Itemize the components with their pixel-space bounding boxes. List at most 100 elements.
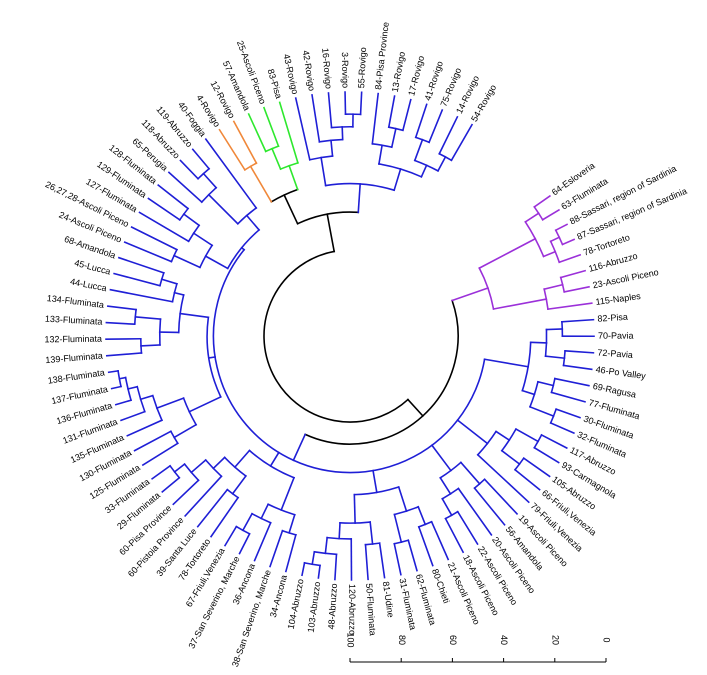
dendrogram-branch-98 bbox=[334, 553, 338, 581]
dendrogram-arc-239 bbox=[413, 159, 440, 172]
dendrogram-branch-29 bbox=[529, 341, 548, 344]
dendrogram-branch-41 bbox=[536, 380, 555, 387]
dendrogram-branch-1 bbox=[406, 398, 424, 418]
dendrogram-arc-202 bbox=[270, 188, 299, 203]
dendrogram-branch-49 bbox=[456, 419, 489, 445]
dendrogram-branch-203 bbox=[249, 165, 273, 203]
dendrogram-branch-103 bbox=[269, 451, 280, 468]
dendrogram-arc-78 bbox=[393, 505, 420, 516]
axis-tick-label-5: 0 bbox=[602, 637, 612, 642]
dendrogram-branch-163 bbox=[134, 316, 162, 320]
axis-tick-label-0: 100 bbox=[346, 632, 356, 647]
dendrogram-arc-158 bbox=[158, 318, 162, 346]
dendrogram-branch-212 bbox=[262, 106, 280, 148]
dendrogram-branch-13 bbox=[549, 236, 561, 243]
dendrogram-branch-70 bbox=[457, 487, 493, 536]
dendrogram-arc-204 bbox=[243, 162, 258, 171]
dendrogram-branch-244 bbox=[436, 155, 447, 172]
dendrogram-branch-96 bbox=[324, 536, 329, 555]
dendrogram-branch-118 bbox=[233, 449, 251, 469]
leaf-label-8: 82-Pisa bbox=[597, 312, 628, 324]
dendrogram-branch-229 bbox=[393, 168, 402, 192]
leaf-label-59: 45-Lucca bbox=[73, 258, 111, 277]
dendrogram-branch-134 bbox=[207, 356, 216, 359]
dendrogram-branch-247 bbox=[450, 123, 474, 162]
dendrogram-arc-190 bbox=[236, 206, 258, 225]
dendrogram-branch-154 bbox=[107, 369, 119, 374]
leaf-label-34: 103-Abruzzo bbox=[306, 581, 323, 633]
dendrogram-branch-142 bbox=[155, 397, 185, 410]
dendrogram-branch-89 bbox=[369, 521, 374, 545]
dendrogram-branch-165 bbox=[105, 321, 136, 326]
dendrogram-branch-55 bbox=[540, 433, 568, 450]
dendrogram-branch-110 bbox=[269, 529, 284, 568]
dendrogram-branch-151 bbox=[118, 376, 127, 380]
dendrogram-arc-143 bbox=[151, 394, 163, 422]
leaf-label-56: 133-Fluminata bbox=[45, 314, 103, 327]
dendrogram-branch-27 bbox=[483, 358, 530, 368]
dendrogram-branch-182 bbox=[192, 232, 214, 247]
dendrogram-branch-169 bbox=[109, 288, 174, 303]
dendrogram-branch-31 bbox=[545, 328, 564, 331]
dendrogram-branch-59 bbox=[522, 457, 551, 478]
dendrogram-branch-221 bbox=[311, 94, 321, 143]
dendrogram-branch-197 bbox=[191, 148, 211, 170]
axis-tick-label-4: 20 bbox=[550, 635, 560, 645]
leaf-label-54: 139-Fluminata bbox=[45, 351, 103, 366]
leaf-label-11: 46-Po Valley bbox=[595, 364, 647, 381]
dendrogram-arc-183 bbox=[187, 224, 201, 243]
dendrogram-branch-7 bbox=[524, 212, 540, 223]
leaf-label-57: 134-Fluminata bbox=[46, 293, 104, 310]
dendrogram-arc-215 bbox=[324, 182, 396, 192]
dendrogram-branch-113 bbox=[253, 521, 272, 562]
dendrogram-branch-224 bbox=[327, 92, 333, 129]
dendrogram-branch-214 bbox=[357, 183, 362, 214]
dendrogram-branch-86 bbox=[393, 542, 402, 576]
dendrogram-arc-8 bbox=[533, 205, 544, 221]
dendrogram-branch-57 bbox=[500, 449, 521, 466]
dendrogram-branch-16 bbox=[561, 238, 576, 246]
dendrogram-branch-81 bbox=[430, 520, 450, 561]
dendrogram-arc-223 bbox=[330, 125, 354, 129]
dendrogram-branches bbox=[105, 91, 595, 581]
dendrogram-branch-246 bbox=[438, 115, 459, 155]
dendrogram-branch-191 bbox=[207, 193, 239, 225]
dendrogram-branch-67 bbox=[473, 487, 506, 526]
dendrogram-arc-2 bbox=[304, 299, 459, 445]
dendrogram-arc-139 bbox=[169, 430, 179, 445]
dendrogram-branch-25 bbox=[292, 433, 307, 462]
dendrogram-branch-39 bbox=[521, 389, 536, 396]
dendrogram-branch-68 bbox=[439, 476, 452, 495]
dendrogram-arc-119 bbox=[223, 456, 247, 478]
dendrogram-arc-121 bbox=[226, 488, 240, 499]
dendrogram-branch-180 bbox=[123, 241, 173, 263]
dendrogram-branch-209 bbox=[271, 147, 282, 171]
dendrogram-branch-87 bbox=[353, 493, 356, 524]
dendrogram-branch-201 bbox=[283, 194, 299, 225]
dendrogram-branch-20 bbox=[543, 283, 564, 291]
dendrogram-branch-238 bbox=[420, 164, 428, 178]
dendrogram-arc-28 bbox=[521, 341, 532, 392]
leaf-label-74: 83-Pisa bbox=[266, 68, 284, 100]
dendrogram-branch-124 bbox=[212, 456, 226, 470]
dendrogram-branch-145 bbox=[139, 394, 154, 401]
dendrogram-branch-155 bbox=[179, 312, 210, 319]
dendrogram-branch-178 bbox=[173, 254, 201, 269]
dendrogram-branch-43 bbox=[553, 377, 590, 387]
dendrogram-branch-48 bbox=[549, 421, 575, 435]
dendrogram-branch-101 bbox=[317, 564, 321, 579]
leaf-label-53: 138-Fluminata bbox=[47, 367, 105, 385]
dendrogram-branch-194 bbox=[202, 172, 218, 189]
dendrogram-arc-230 bbox=[378, 163, 423, 178]
dendrogram-branch-129 bbox=[172, 479, 200, 506]
dendrogram-branch-198 bbox=[204, 138, 258, 210]
dendrogram-branch-66 bbox=[483, 478, 519, 516]
dendrogram-branch-71 bbox=[441, 497, 453, 517]
dendrogram-branch-75 bbox=[372, 469, 378, 494]
leaf-label-36: 34-Ancona bbox=[268, 574, 289, 619]
dendrogram-branch-23 bbox=[563, 285, 590, 293]
dendrogram-branch-24 bbox=[547, 302, 593, 311]
dendrogram-arc-245 bbox=[438, 152, 453, 162]
dendrogram-branch-102 bbox=[301, 561, 306, 577]
dendrogram-branch-140 bbox=[141, 442, 179, 467]
